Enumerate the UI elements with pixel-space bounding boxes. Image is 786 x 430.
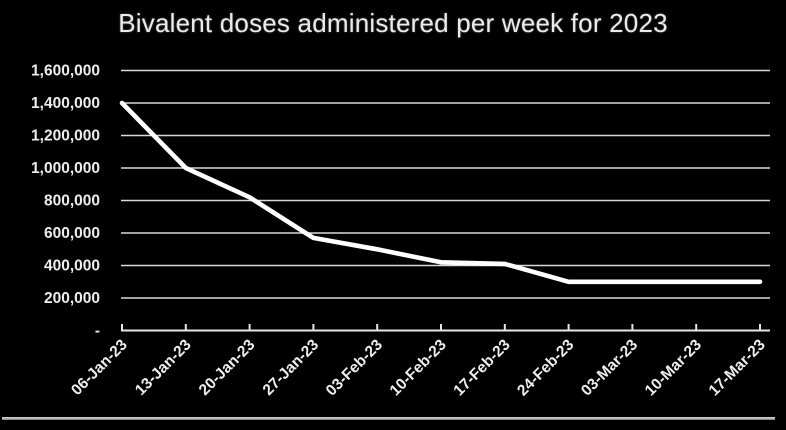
y-tick-label: 200,000 <box>44 290 100 307</box>
x-tick-label: 10-Mar-23 <box>642 336 705 399</box>
y-tick-label: 1,200,000 <box>31 128 100 145</box>
x-tick-label: 03-Feb-23 <box>323 336 386 399</box>
x-tick-label: 27-Jan-23 <box>260 336 323 399</box>
bottom-border-line <box>2 417 775 420</box>
x-tick-label: 20-Jan-23 <box>196 336 259 399</box>
x-tick-label: 17-Mar-23 <box>706 336 769 399</box>
y-tick-label: 1,600,000 <box>31 63 100 80</box>
y-tick-label: 800,000 <box>44 193 100 210</box>
y-tick-label: - <box>95 323 100 340</box>
y-tick-label: 1,400,000 <box>31 95 100 112</box>
y-tick-label: 400,000 <box>44 258 100 275</box>
y-tick-label: 600,000 <box>44 225 100 242</box>
x-tick-label: 13-Jan-23 <box>132 336 195 399</box>
x-tick-label: 10-Feb-23 <box>387 336 450 399</box>
y-tick-label: 1,000,000 <box>31 160 100 177</box>
x-tick-label: 06-Jan-23 <box>68 336 131 399</box>
data-series-line <box>119 100 763 285</box>
x-tick-label: 03-Mar-23 <box>578 336 641 399</box>
x-tick-label: 17-Feb-23 <box>450 336 513 399</box>
x-tick-label: 24-Feb-23 <box>514 336 577 399</box>
chart-title: Bivalent doses administered per week for… <box>118 8 668 38</box>
